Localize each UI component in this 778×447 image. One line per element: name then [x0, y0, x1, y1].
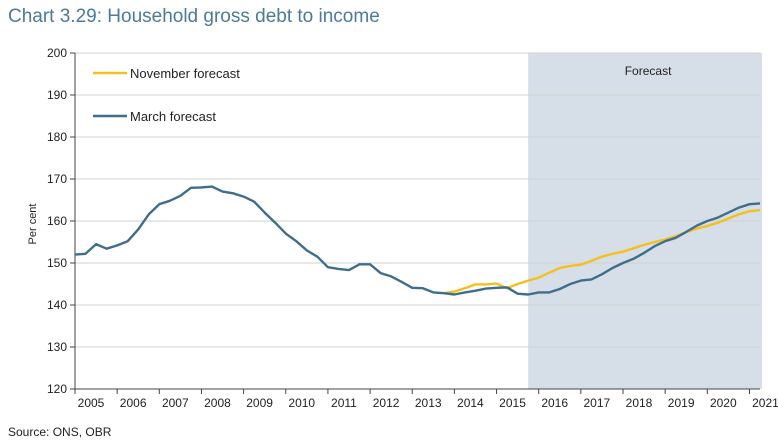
x-tick-label: 2006: [120, 396, 147, 410]
legend-label: March forecast: [130, 109, 216, 124]
x-tick-label: 2012: [373, 396, 400, 410]
y-tick-label: 190: [47, 88, 67, 102]
x-tick-label: 2014: [457, 396, 484, 410]
chart-title: Chart 3.29: Household gross debt to inco…: [8, 6, 380, 27]
y-tick-label: 120: [47, 382, 67, 396]
gridlines: [75, 52, 760, 348]
x-tick-label: 2021: [752, 396, 778, 410]
y-tick-label: 200: [47, 46, 67, 60]
y-tick-label: 170: [47, 172, 67, 186]
x-tick-label: 2011: [331, 396, 357, 410]
legend-label: November forecast: [130, 66, 240, 81]
series-layer: [74, 185, 761, 296]
y-tick-label: 150: [47, 256, 67, 270]
x-tick-label: 2009: [246, 396, 273, 410]
series-line-november-forecast: [443, 208, 761, 295]
x-tick-label: 2016: [541, 396, 568, 410]
legend: November forecast March forecast: [93, 66, 240, 124]
y-tick-label: 180: [47, 130, 67, 144]
y-tick-label: 130: [47, 340, 67, 354]
x-tick-label: 2008: [204, 396, 231, 410]
series-line-march-forecast: [74, 185, 761, 296]
y-tick-label: 160: [47, 214, 67, 228]
x-tick-label: 2007: [162, 396, 189, 410]
x-tick-label: 2018: [626, 396, 653, 410]
forecast-label: Forecast: [625, 64, 672, 78]
y-tick-label: 140: [47, 298, 67, 312]
x-tick-label: 2013: [415, 396, 442, 410]
axes: 120 130 140 150 160 170 180 190 200 2005 2006 2007 2…: [47, 46, 778, 410]
x-tick-label: 2010: [288, 396, 315, 410]
x-tick-label: 2017: [583, 396, 610, 410]
x-tick-label: 2005: [78, 396, 105, 410]
x-tick-label: 2019: [668, 396, 695, 410]
x-tick-label: 2020: [710, 396, 737, 410]
y-axis-label: Per cent: [27, 204, 39, 245]
x-tick-label: 2015: [499, 396, 526, 410]
source-note: Source: ONS, OBR: [8, 425, 112, 439]
